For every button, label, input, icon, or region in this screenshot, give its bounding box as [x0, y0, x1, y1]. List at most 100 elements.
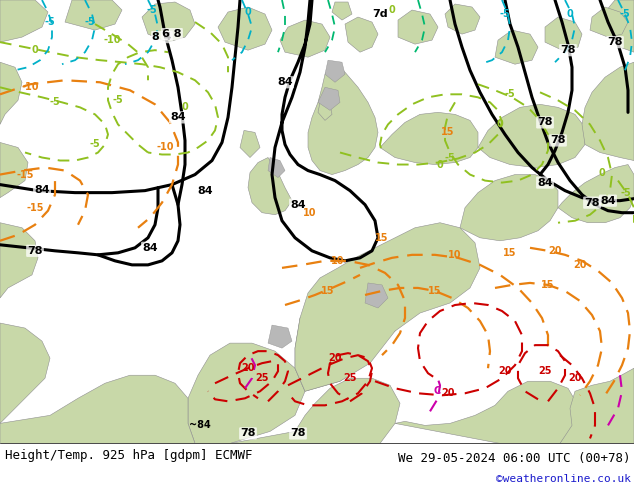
- Text: 84: 84: [142, 243, 158, 253]
- Polygon shape: [380, 112, 478, 165]
- Text: 84: 84: [170, 112, 186, 122]
- Text: 0: 0: [245, 7, 251, 17]
- Polygon shape: [0, 0, 48, 42]
- Text: 0: 0: [598, 168, 605, 177]
- Text: 20: 20: [498, 366, 512, 376]
- Text: -5: -5: [500, 9, 510, 19]
- Polygon shape: [545, 17, 582, 50]
- Polygon shape: [352, 263, 410, 343]
- Text: 84: 84: [600, 196, 616, 206]
- Polygon shape: [142, 2, 195, 42]
- Text: 10: 10: [448, 250, 462, 260]
- Text: -10: -10: [103, 35, 120, 45]
- Text: 0: 0: [496, 120, 503, 129]
- Text: ©weatheronline.co.uk: ©weatheronline.co.uk: [496, 474, 631, 484]
- Polygon shape: [268, 325, 292, 348]
- Text: 20: 20: [441, 388, 455, 398]
- Polygon shape: [605, 0, 634, 52]
- Polygon shape: [398, 10, 438, 44]
- Text: 8 4: 8 4: [152, 32, 172, 42]
- Polygon shape: [0, 223, 38, 298]
- Text: 78: 78: [585, 197, 600, 208]
- Polygon shape: [188, 343, 305, 443]
- Text: -5: -5: [49, 98, 60, 107]
- Text: We 29-05-2024 06:00 UTC (00+78): We 29-05-2024 06:00 UTC (00+78): [398, 452, 631, 465]
- Polygon shape: [308, 62, 378, 174]
- Text: 78: 78: [240, 428, 256, 439]
- Polygon shape: [558, 165, 634, 223]
- Polygon shape: [0, 323, 50, 423]
- Text: -15: -15: [16, 170, 34, 179]
- Text: 0: 0: [181, 102, 188, 112]
- Polygon shape: [230, 378, 400, 443]
- Text: Height/Temp. 925 hPa [gdpm] ECMWF: Height/Temp. 925 hPa [gdpm] ECMWF: [5, 449, 252, 462]
- Polygon shape: [295, 223, 480, 392]
- Text: 78: 78: [27, 246, 42, 256]
- Text: 84: 84: [197, 186, 213, 196]
- Polygon shape: [445, 4, 480, 34]
- Polygon shape: [218, 7, 272, 50]
- Text: 15: 15: [441, 127, 455, 137]
- Text: -15: -15: [26, 203, 44, 213]
- Polygon shape: [318, 102, 332, 121]
- Text: 0: 0: [32, 45, 39, 55]
- Text: 20: 20: [573, 260, 586, 270]
- Polygon shape: [478, 104, 585, 168]
- Polygon shape: [582, 62, 634, 161]
- Text: 0: 0: [567, 9, 573, 19]
- Text: 15: 15: [541, 280, 555, 290]
- Text: 84: 84: [34, 185, 50, 195]
- Polygon shape: [318, 87, 340, 110]
- Text: 25: 25: [538, 366, 552, 376]
- Text: 84: 84: [290, 199, 306, 210]
- Text: 78: 78: [550, 135, 566, 146]
- Text: -5: -5: [146, 5, 157, 15]
- Text: 78: 78: [607, 37, 623, 47]
- Polygon shape: [0, 143, 28, 197]
- Text: 25: 25: [343, 373, 357, 383]
- Text: 15: 15: [503, 248, 517, 258]
- Text: 7d: 7d: [372, 9, 388, 19]
- Polygon shape: [345, 17, 378, 52]
- Polygon shape: [560, 368, 634, 443]
- Text: 10: 10: [331, 256, 345, 266]
- Polygon shape: [295, 298, 378, 392]
- Text: 0: 0: [437, 160, 443, 170]
- Polygon shape: [590, 7, 628, 37]
- Polygon shape: [268, 157, 285, 177]
- Polygon shape: [395, 381, 578, 443]
- Polygon shape: [332, 2, 352, 20]
- Polygon shape: [365, 283, 388, 308]
- Text: 84: 84: [277, 77, 293, 87]
- Polygon shape: [248, 157, 292, 215]
- Text: 78: 78: [560, 45, 576, 55]
- Text: 20: 20: [242, 363, 255, 373]
- Text: 15: 15: [428, 286, 442, 296]
- Text: 25: 25: [256, 373, 269, 383]
- Polygon shape: [65, 0, 122, 30]
- Text: -5: -5: [44, 17, 55, 27]
- Text: 6 8: 6 8: [162, 29, 182, 39]
- Text: -5: -5: [444, 152, 455, 163]
- Text: 20: 20: [548, 246, 562, 256]
- Text: -5: -5: [84, 17, 95, 27]
- Text: -5: -5: [113, 96, 124, 105]
- Polygon shape: [0, 62, 22, 124]
- Text: 15: 15: [375, 233, 389, 243]
- Text: 20: 20: [328, 353, 342, 363]
- Text: -10: -10: [22, 82, 39, 92]
- Text: 78: 78: [537, 118, 553, 127]
- Text: 78: 78: [290, 428, 306, 439]
- Text: 0: 0: [389, 5, 396, 15]
- Polygon shape: [0, 375, 195, 443]
- Text: 20: 20: [568, 373, 582, 383]
- Polygon shape: [495, 30, 538, 64]
- Text: -5: -5: [89, 140, 100, 149]
- Text: -5: -5: [621, 188, 631, 197]
- Text: 84: 84: [537, 177, 553, 188]
- Text: -10: -10: [156, 143, 174, 152]
- Text: -5: -5: [619, 9, 630, 19]
- Text: -5: -5: [505, 89, 515, 99]
- Polygon shape: [325, 60, 345, 82]
- Polygon shape: [460, 174, 558, 241]
